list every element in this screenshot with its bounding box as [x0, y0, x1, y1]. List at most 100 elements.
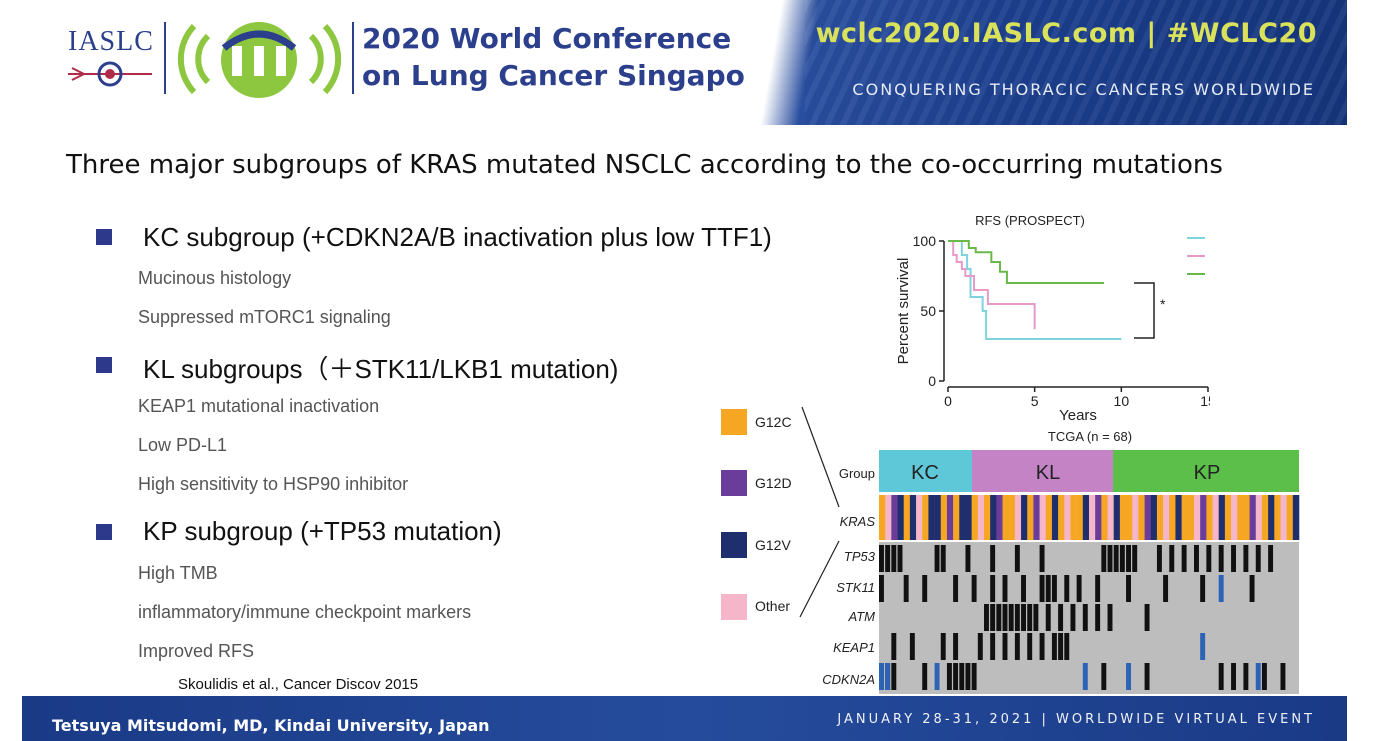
kras-cell: [1113, 495, 1121, 540]
mutation-cell: [1144, 663, 1150, 690]
kras-cell: [1002, 495, 1010, 540]
mutation-cell: [1280, 663, 1286, 690]
mutation-cell: [1231, 545, 1236, 572]
kc-subgroup-heading: KC subgroup (+CDKN2A/B inactivation plus…: [143, 222, 772, 252]
kras-cell: [1255, 495, 1263, 540]
kras-cell: [1274, 495, 1281, 540]
oncoprint-title: TCGA (n = 68): [1048, 429, 1132, 444]
mutation-cell: [922, 663, 928, 690]
row-label-stk11: STK11: [836, 580, 875, 595]
km-survival-plot: RFS (PROSPECT) Percent survival 0 50 100 0 5…: [895, 213, 1210, 424]
kras-cell: [1187, 495, 1195, 540]
iaslc-logo-text: IASLC: [68, 26, 154, 57]
kras-cell: [903, 495, 911, 540]
mutation-cell: [1064, 633, 1070, 660]
mutation-cell: [1144, 604, 1150, 631]
mutation-cell: [953, 633, 959, 660]
kras-cell: [1231, 495, 1238, 540]
mutation-cell: [959, 663, 965, 690]
bullet-square-icon: [96, 229, 112, 245]
deletion-cell: [879, 663, 884, 690]
conference-slogan: CONQUERING THORACIC CANCERS WORLDWIDE: [852, 80, 1315, 99]
group-label-kp: KP: [1194, 462, 1221, 484]
mutation-cell: [946, 663, 952, 690]
mutation-cell: [1039, 545, 1045, 572]
kl-detail: High sensitivity to HSP90 inhibitor: [138, 474, 409, 494]
mutation-cell: [1008, 604, 1014, 631]
mutation-cell: [1076, 575, 1082, 602]
mutation-cell: [891, 545, 897, 572]
kras-cell: [1218, 495, 1226, 540]
mutation-cell: [1206, 545, 1212, 572]
legend-label-g12d: G12D: [755, 475, 792, 491]
mutation-cell: [990, 604, 996, 631]
mutation-cell: [1231, 663, 1236, 690]
kras-cell: [1212, 495, 1220, 540]
mutation-cell: [990, 545, 996, 572]
group-band-kp: [1113, 450, 1299, 492]
mutation-cell: [1039, 633, 1045, 660]
kras-cell: [879, 495, 886, 540]
km-axes: 0 50 100 0 5 10 15: [913, 233, 1210, 409]
header-divider: [164, 22, 166, 94]
kras-cell: [1268, 495, 1275, 540]
mutation-cell: [977, 633, 983, 660]
kc-detail: Suppressed mTORC1 signaling: [138, 307, 391, 327]
kras-cell: [891, 495, 898, 540]
kras-cell: [1156, 495, 1164, 540]
mutation-cell: [1070, 604, 1076, 631]
mutation-cell: [903, 575, 909, 602]
kras-cell: [1076, 495, 1084, 540]
kp-detail: Improved RFS: [138, 641, 255, 661]
legend-swatch-g12d: [721, 470, 747, 496]
mutation-cell: [1033, 604, 1039, 631]
legend-swatch-g12c: [721, 409, 747, 435]
km-plot-title: RFS (PROSPECT): [975, 213, 1085, 228]
kras-cell: [1039, 495, 1047, 540]
row-label-group: Group: [839, 466, 875, 481]
deletion-cell: [1255, 663, 1261, 690]
mutation-cell: [1064, 575, 1070, 602]
wclc-singapore-logo-icon: [177, 22, 342, 98]
kl-detail: Low PD-L1: [138, 435, 228, 455]
kp-subgroup-heading: KP subgroup (+TP53 mutation): [143, 516, 502, 546]
mutation-cell: [953, 575, 959, 602]
mutation-cell: [1156, 545, 1162, 572]
legend-label-g12v: G12V: [755, 537, 791, 553]
mutation-cell: [1218, 545, 1224, 572]
kras-cell: [1206, 495, 1213, 540]
kras-cell: [1095, 495, 1102, 540]
group-label-kc: KC: [911, 462, 939, 484]
mutation-cell: [1200, 575, 1206, 602]
kras-cell: [1089, 495, 1096, 540]
kras-cell: [897, 495, 905, 540]
mutation-cell: [940, 633, 946, 660]
kras-cell: [977, 495, 985, 540]
kras-cell: [971, 495, 979, 540]
mutation-cell: [1014, 604, 1020, 631]
mutation-cell: [1082, 604, 1088, 631]
deletion-cell: [1218, 575, 1224, 602]
kras-cell: [1082, 495, 1090, 540]
mutation-cell: [891, 633, 897, 660]
kras-cell: [928, 495, 935, 540]
mutation-matrix: [879, 545, 1286, 690]
kras-cell: [1138, 495, 1145, 540]
conference-title: 2020 World Conference on Lung Cancer Sin…: [362, 20, 778, 94]
mutation-cell: [1268, 545, 1274, 572]
km-x-tick-label: 0: [944, 393, 952, 409]
mutation-cell: [990, 575, 996, 602]
kras-cell: [1194, 495, 1201, 540]
deletion-cell: [1126, 663, 1131, 690]
mutation-cell: [1107, 604, 1113, 631]
legend-connector: [799, 540, 840, 618]
mutation-cell: [1132, 545, 1138, 572]
km-y-tick-label: 50: [920, 303, 936, 319]
header-banner: wclc2020.IASLC.com | #WCLC20 CONQUERING …: [745, 0, 1347, 125]
kras-cell: [946, 495, 954, 540]
row-label-atm: ATM: [848, 609, 876, 624]
mutation-cell: [1181, 545, 1187, 572]
mutation-cell: [909, 633, 915, 660]
mutation-cell: [879, 575, 884, 602]
mutation-cell: [885, 545, 891, 572]
